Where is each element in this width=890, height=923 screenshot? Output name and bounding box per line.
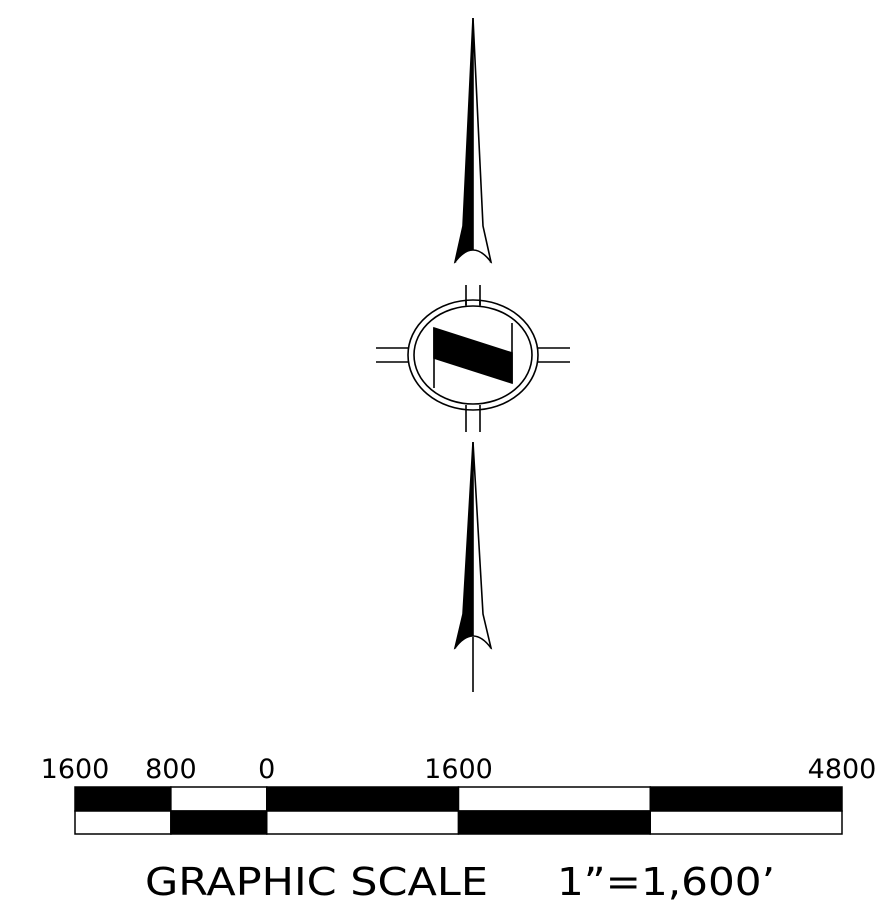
scale-segment-4-bottom xyxy=(457,810,651,835)
scale-segment-5-bottom xyxy=(649,810,843,835)
lower-needle xyxy=(453,441,493,692)
scale-bar xyxy=(74,786,843,835)
north-arrow-icon xyxy=(376,17,570,692)
scale-segment-3-top xyxy=(266,786,460,812)
scale-segment-5-top xyxy=(649,786,843,812)
compass-ring xyxy=(376,285,570,432)
scale-tick-labels: 1600 800 0 1600 4800 xyxy=(41,754,877,785)
scale-tick-label: 1600 xyxy=(424,754,493,785)
scale-segment-1-bottom xyxy=(74,810,172,835)
scale-tick-label: 1600 xyxy=(41,754,110,785)
scale-tick-label: 4800 xyxy=(808,754,877,785)
scale-tick-label: 0 xyxy=(258,754,275,785)
scale-segment-3-bottom xyxy=(266,810,460,835)
scale-ratio-label: 1”=1,600’ xyxy=(557,860,775,904)
scale-segment-1-top xyxy=(74,786,172,812)
scale-tick-label: 800 xyxy=(145,754,197,785)
scale-segment-2-top xyxy=(170,786,268,812)
scale-segment-4-top xyxy=(457,786,651,812)
scale-unit-label: GRAPHIC SCALE xyxy=(145,860,488,904)
upper-needle xyxy=(453,17,493,264)
north-letter-icon xyxy=(433,323,513,388)
scale-segment-2-bottom xyxy=(170,810,268,835)
